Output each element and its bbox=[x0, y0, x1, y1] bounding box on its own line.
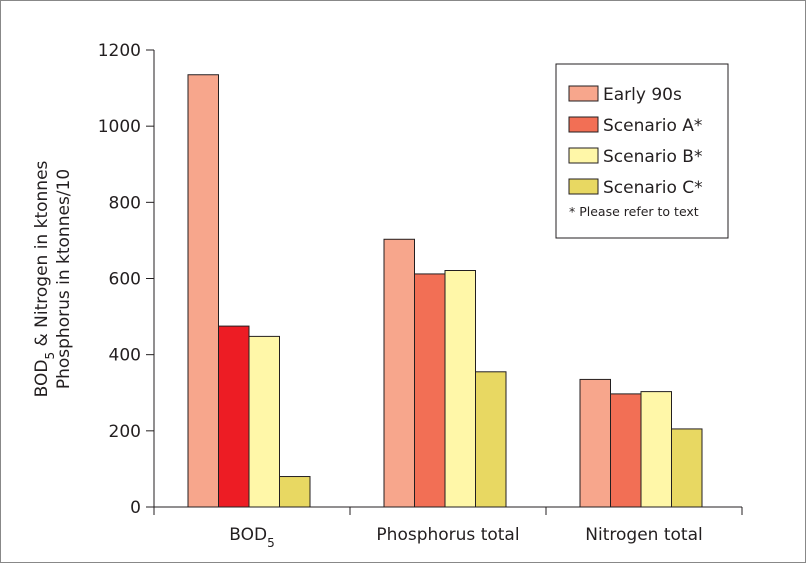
bar-scenario-a-0 bbox=[218, 325, 250, 508]
bar-scenario-c-1 bbox=[475, 371, 507, 508]
x-tick-label: Nitrogen total bbox=[585, 525, 702, 545]
bar-scenario-c-0 bbox=[279, 476, 311, 508]
legend: Early 90s Scenario A* Scenario B* Scenario … bbox=[555, 63, 729, 239]
y-tick-label: 600 bbox=[109, 270, 141, 290]
legend-swatch bbox=[568, 178, 599, 195]
y-tick-label: 1200 bbox=[98, 41, 141, 61]
y-tick-label: 800 bbox=[109, 193, 141, 213]
legend-swatch bbox=[568, 85, 599, 102]
y-tick-label: 1000 bbox=[98, 117, 141, 137]
x-tick-label: Phosphorus total bbox=[376, 525, 519, 545]
bar-scenario-a-2 bbox=[610, 393, 642, 508]
bar-scenario-b-0 bbox=[248, 335, 280, 508]
legend-label: Scenario A* bbox=[603, 116, 702, 136]
legend-swatch bbox=[568, 147, 599, 164]
bars-group bbox=[187, 74, 703, 508]
y-tick-label: 0 bbox=[130, 498, 141, 518]
legend-swatch bbox=[568, 116, 599, 133]
bar-scenario-b-2 bbox=[640, 391, 672, 508]
bar-early-90s-2 bbox=[579, 378, 611, 508]
bar-scenario-a-1 bbox=[414, 273, 446, 508]
y-tick-label: 200 bbox=[109, 422, 141, 442]
legend-label: Scenario B* bbox=[603, 147, 702, 167]
bar-early-90s-0 bbox=[187, 74, 219, 508]
bar-early-90s-1 bbox=[383, 238, 415, 508]
bar-scenario-c-2 bbox=[671, 428, 703, 508]
y-axis-label-line2: Phosphorus in ktonnes/10 bbox=[54, 169, 74, 389]
bar-scenario-b-1 bbox=[444, 270, 476, 508]
legend-label: Scenario C* bbox=[603, 178, 703, 198]
legend-label: Early 90s bbox=[603, 85, 682, 105]
legend-note: * Please refer to text bbox=[569, 204, 699, 219]
y-tick-label: 400 bbox=[109, 346, 141, 366]
